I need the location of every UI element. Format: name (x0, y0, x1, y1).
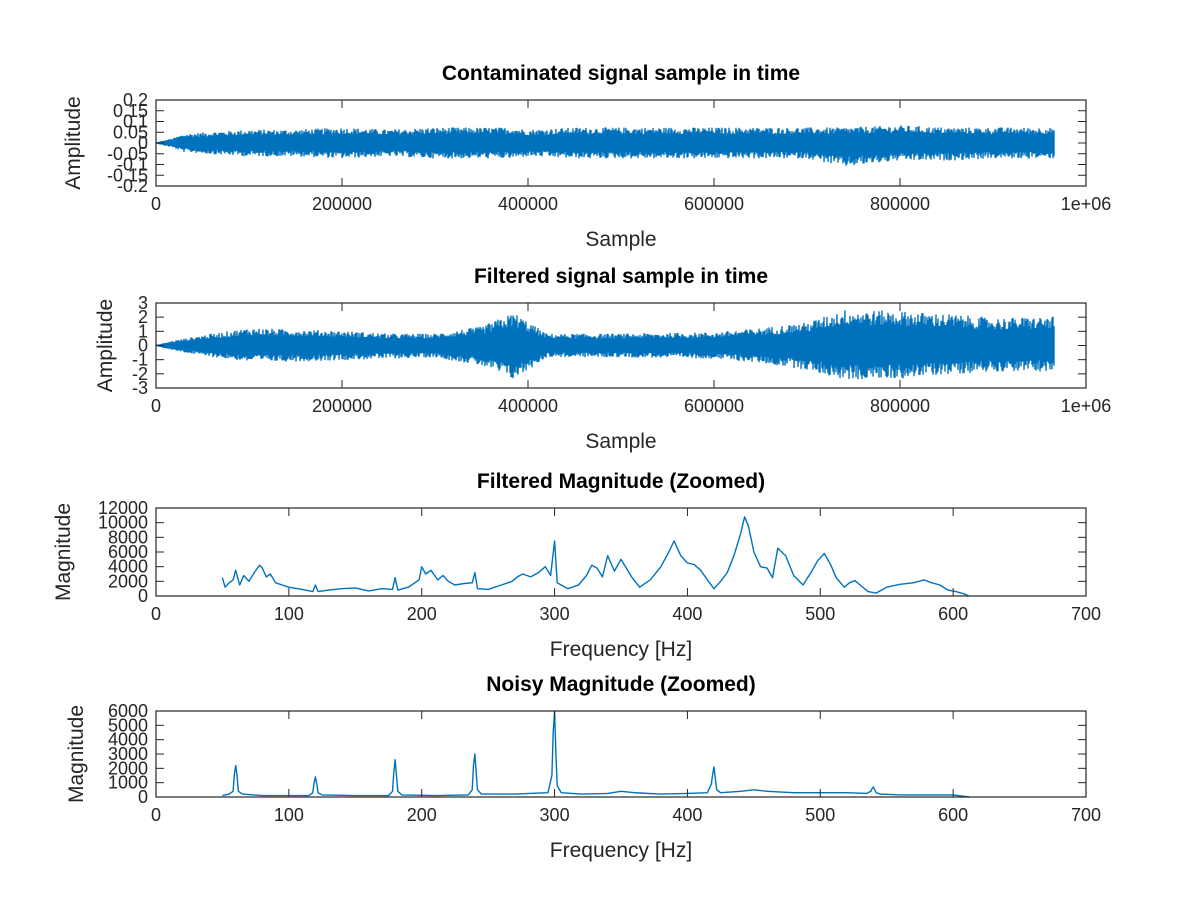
x-tick-label: 300 (540, 805, 570, 825)
x-tick-label: 200000 (312, 194, 372, 214)
y-tick-label: 0.05 (113, 122, 148, 142)
y-tick-label: 0 (138, 787, 148, 807)
series-line (221, 516, 970, 597)
x-tick-label: 100 (274, 604, 304, 624)
x-axis-label: Sample (585, 228, 656, 251)
y-axis-label: Magnitude (65, 705, 88, 803)
x-tick-label: 600 (938, 604, 968, 624)
x-tick-label: 1e+06 (1061, 396, 1112, 416)
y-tick-label: 5000 (108, 715, 148, 735)
y-axis-label: Magnitude (52, 503, 75, 601)
series-line (155, 310, 1055, 380)
x-tick-label: 700 (1071, 604, 1101, 624)
x-tick-label: 200 (407, 604, 437, 624)
y-tick-label: 4000 (108, 557, 148, 577)
series-line (222, 710, 970, 798)
x-axis-label: Frequency [Hz] (550, 638, 692, 661)
y-tick-label: 6000 (108, 542, 148, 562)
x-tick-label: 600000 (684, 396, 744, 416)
x-tick-label: 300 (540, 604, 570, 624)
y-tick-label: 4000 (108, 730, 148, 750)
x-tick-label: 800000 (870, 396, 930, 416)
x-tick-label: 1e+06 (1061, 194, 1112, 214)
chart-title: Contaminated signal sample in time (442, 62, 800, 85)
x-tick-label: 400 (672, 805, 702, 825)
x-tick-label: 0 (151, 805, 161, 825)
y-tick-label: 3 (138, 293, 148, 313)
y-tick-label: 2 (138, 307, 148, 327)
y-tick-label: 10000 (98, 513, 148, 533)
x-tick-label: 200 (407, 805, 437, 825)
x-tick-label: 0 (151, 396, 161, 416)
x-tick-label: 400000 (498, 194, 558, 214)
x-tick-label: 200000 (312, 396, 372, 416)
x-tick-label: 500 (805, 604, 835, 624)
y-tick-label: -0.2 (117, 176, 148, 196)
y-tick-label: 0 (138, 133, 148, 153)
y-tick-label: -0.15 (107, 165, 148, 185)
y-tick-label: 3000 (108, 744, 148, 764)
y-tick-label: 0 (138, 336, 148, 356)
chart-title: Filtered Magnitude (Zoomed) (477, 470, 765, 493)
y-axis-label: Amplitude (62, 96, 85, 189)
chart-title: Noisy Magnitude (Zoomed) (486, 673, 756, 696)
x-tick-label: 600 (938, 805, 968, 825)
y-tick-label: 0.1 (123, 112, 148, 132)
y-tick-label: 12000 (98, 498, 148, 518)
y-axis-label: Amplitude (94, 299, 117, 392)
x-tick-label: 0 (151, 194, 161, 214)
y-tick-label: 0 (138, 586, 148, 606)
y-tick-label: 8000 (108, 527, 148, 547)
y-tick-label: 2000 (108, 571, 148, 591)
x-tick-label: 500 (805, 805, 835, 825)
x-tick-label: 800000 (870, 194, 930, 214)
chart-title: Filtered signal sample in time (474, 265, 768, 288)
y-tick-label: 1000 (108, 773, 148, 793)
y-tick-label: 0.15 (113, 101, 148, 121)
x-tick-label: 700 (1071, 805, 1101, 825)
x-tick-label: 400 (672, 604, 702, 624)
series-line (155, 125, 1055, 166)
y-tick-label: -0.1 (117, 155, 148, 175)
x-tick-label: 400000 (498, 396, 558, 416)
y-tick-label: 0.2 (123, 90, 148, 110)
x-tick-label: 100 (274, 805, 304, 825)
subplot-4: 0 100 200 300 400 500 600 700 010002000300040005… (65, 673, 1101, 862)
y-tick-label: -1 (132, 350, 148, 370)
y-tick-label: 2000 (108, 758, 148, 778)
x-axis-label: Sample (585, 430, 656, 453)
subplot-2: 0 200000 400000 600000 800000 1e+06-3-2-10123… (94, 265, 1111, 453)
y-tick-label: 6000 (108, 701, 148, 721)
subplot-1: 0 200000 400000 600000 800000 1e+06 -0.2-0.15-… (62, 62, 1111, 251)
y-tick-label: -3 (132, 378, 148, 398)
x-axis-label: Frequency [Hz] (550, 839, 692, 862)
y-tick-label: -2 (132, 364, 148, 384)
y-tick-label: -0.05 (107, 144, 148, 164)
subplot-3: 0 100 200 300 400 500 600 700020004000600080001… (52, 470, 1101, 661)
x-tick-label: 0 (151, 604, 161, 624)
x-tick-label: 600000 (684, 194, 744, 214)
y-tick-label: 1 (138, 321, 148, 341)
